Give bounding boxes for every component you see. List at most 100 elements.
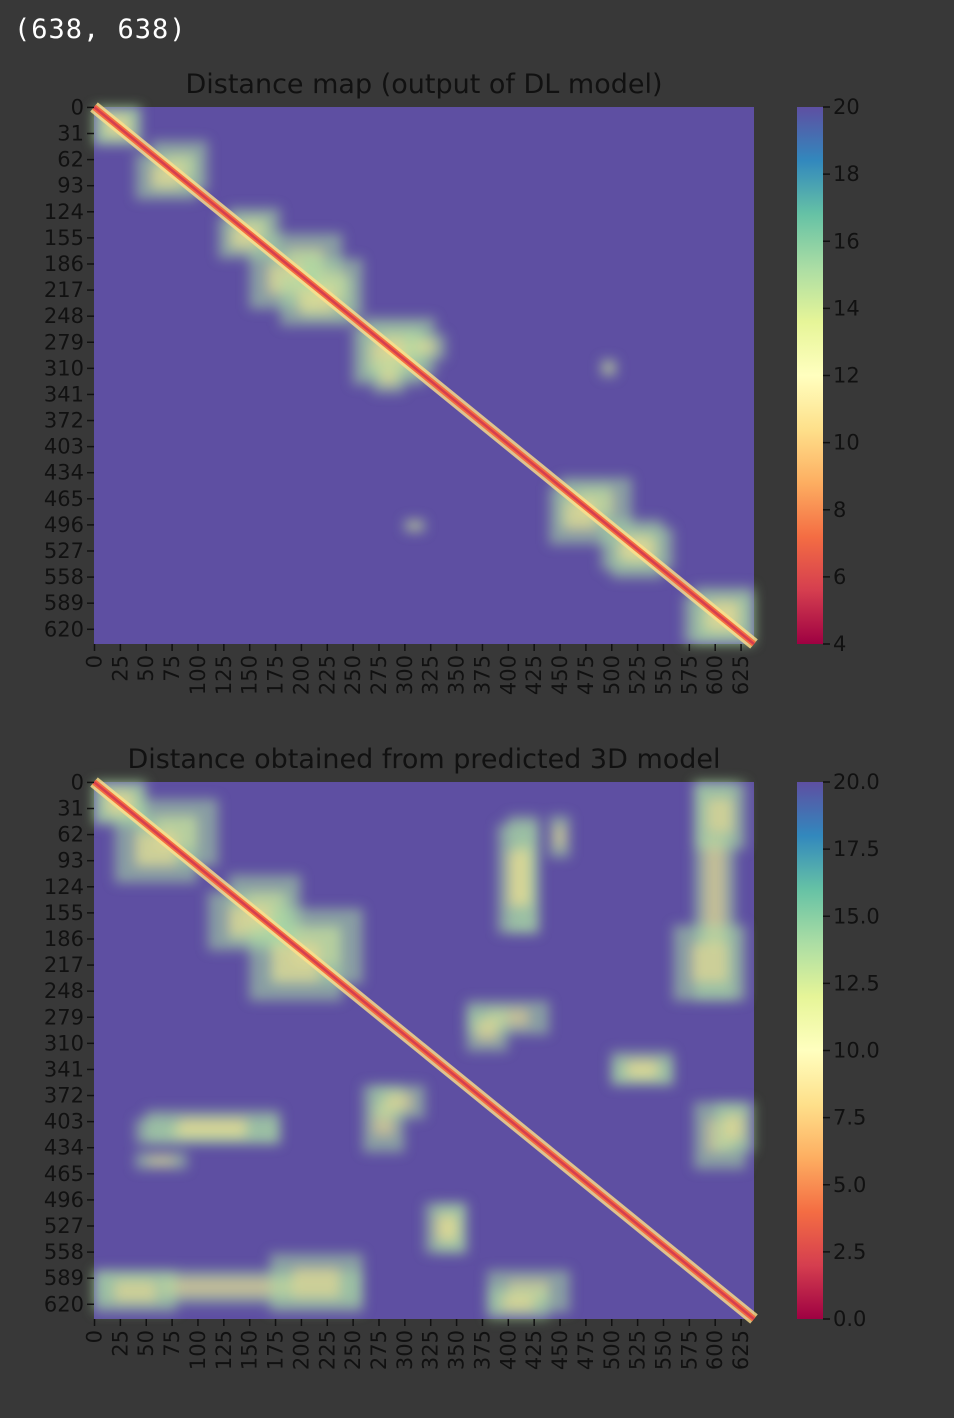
y-tick-label: 434 <box>44 461 84 485</box>
x-tick-label: 300 <box>393 655 417 695</box>
x-tick-label: 525 <box>626 1330 650 1370</box>
contact-region-core <box>386 1093 413 1111</box>
x-tick-label: 200 <box>289 1330 313 1370</box>
y-tick-label: 496 <box>44 513 84 537</box>
contact-region-core <box>626 1059 658 1077</box>
x-tick-label: 50 <box>134 1330 158 1357</box>
cell-output-shape: (638, 638) <box>14 14 187 45</box>
y-tick-label: 93 <box>57 849 84 873</box>
colorbar-tick-label: 15.0 <box>833 904 880 928</box>
x-tick-label: 475 <box>574 1330 598 1370</box>
colorbar-tick-label: 12 <box>833 364 860 388</box>
y-tick-label: 217 <box>44 953 84 977</box>
x-tick-label: 275 <box>367 655 391 695</box>
y-tick-label: 248 <box>44 304 84 328</box>
x-tick-label: 450 <box>548 1330 572 1370</box>
x-tick-label: 150 <box>238 655 262 695</box>
x-tick-label: 175 <box>264 655 288 695</box>
x-tick-label: 125 <box>212 1330 236 1370</box>
x-tick-label: 425 <box>522 655 546 695</box>
y-tick-label: 465 <box>44 1162 84 1186</box>
colorbar <box>797 107 823 644</box>
y-tick-label: 248 <box>44 979 84 1003</box>
y-tick-label: 527 <box>44 539 84 563</box>
colorbar-tick-label: 5.0 <box>833 1173 866 1197</box>
y-tick-label: 589 <box>44 1266 84 1290</box>
x-tick-label: 150 <box>238 1330 262 1370</box>
x-tick-label: 450 <box>548 655 572 695</box>
y-tick-label: 31 <box>57 122 84 146</box>
contact-region-core <box>691 944 728 982</box>
x-tick-label: 575 <box>677 1330 701 1370</box>
x-tick-label: 0 <box>83 1330 107 1343</box>
colorbar-tick-label: 8 <box>833 498 846 522</box>
heatmap-panel-predicted-3d: Distance obtained from predicted 3D mode… <box>44 744 880 1370</box>
y-tick-label: 341 <box>44 382 84 406</box>
colorbar-tick-label: 10.0 <box>833 1039 880 1063</box>
x-tick-label: 175 <box>264 1330 288 1370</box>
contact-region-core <box>724 1114 745 1140</box>
contact-region-core <box>148 1156 175 1165</box>
colorbar-tick-label: 2.5 <box>833 1240 866 1264</box>
colorbar-tick-label: 4 <box>833 632 846 656</box>
diagonal-band-core <box>93 781 755 1320</box>
x-tick-label: 250 <box>341 1330 365 1370</box>
x-tick-label: 25 <box>108 1330 132 1357</box>
y-tick-label: 403 <box>44 435 84 459</box>
y-tick-label: 403 <box>44 1110 84 1134</box>
x-tick-label: 525 <box>626 655 650 695</box>
y-tick-label: 62 <box>57 148 84 172</box>
contact-region-core <box>114 1280 157 1302</box>
colorbar-tick-label: 17.5 <box>833 837 880 861</box>
y-tick-label: 558 <box>44 1240 84 1264</box>
y-tick-label: 124 <box>44 875 84 899</box>
x-tick-label: 400 <box>496 655 520 695</box>
x-tick-label: 550 <box>651 1330 675 1370</box>
y-tick-label: 527 <box>44 1214 84 1238</box>
contact-region-core <box>476 1019 498 1041</box>
x-tick-label: 350 <box>445 655 469 695</box>
x-tick-label: 400 <box>496 1330 520 1370</box>
colorbar-tick-label: 6 <box>833 565 846 589</box>
y-tick-label: 434 <box>44 1136 84 1160</box>
y-tick-label: 465 <box>44 487 84 511</box>
y-tick-label: 155 <box>44 226 84 250</box>
x-tick-label: 125 <box>212 655 236 695</box>
colorbar-tick-label: 12.5 <box>833 971 880 995</box>
x-tick-label: 325 <box>419 655 443 695</box>
x-tick-label: 275 <box>367 1330 391 1370</box>
x-tick-label: 375 <box>470 655 494 695</box>
y-tick-label: 620 <box>44 1292 84 1316</box>
x-tick-label: 325 <box>419 1330 443 1370</box>
colorbar-tick-label: 16 <box>833 229 860 253</box>
contact-region-core <box>704 836 726 947</box>
y-tick-label: 372 <box>44 409 84 433</box>
colorbar-tick-label: 10 <box>833 431 860 455</box>
y-tick-label: 620 <box>44 617 84 641</box>
x-tick-label: 575 <box>677 655 701 695</box>
contact-region-core <box>161 1278 296 1296</box>
y-tick-label: 186 <box>44 252 84 276</box>
contact-regions <box>94 782 754 1319</box>
colorbar <box>797 782 823 1319</box>
x-tick-label: 600 <box>703 1330 727 1370</box>
y-tick-label: 0 <box>71 95 84 119</box>
colorbar-tick-label: 7.5 <box>833 1106 866 1130</box>
y-tick-label: 124 <box>44 200 84 224</box>
contact-region-core <box>502 1295 534 1312</box>
x-tick-label: 50 <box>134 655 158 682</box>
contact-region-core <box>435 1215 457 1241</box>
y-tick-label: 589 <box>44 591 84 615</box>
colorbar-tick-label: 20 <box>833 95 860 119</box>
y-tick-label: 279 <box>44 330 84 354</box>
y-tick-label: 310 <box>44 356 84 380</box>
colorbar-tick-label: 14 <box>833 296 860 320</box>
y-tick-label: 496 <box>44 1188 84 1212</box>
x-tick-label: 225 <box>315 655 339 695</box>
x-tick-label: 625 <box>729 655 753 695</box>
chart-title: Distance map (output of DL model) <box>185 69 662 100</box>
heatmap-panel-dl-output: Distance map (output of DL model) 0 316293… <box>44 69 860 695</box>
x-tick-label: 75 <box>160 655 184 682</box>
x-tick-label: 0 <box>83 655 107 668</box>
contact-region-core <box>414 340 436 354</box>
